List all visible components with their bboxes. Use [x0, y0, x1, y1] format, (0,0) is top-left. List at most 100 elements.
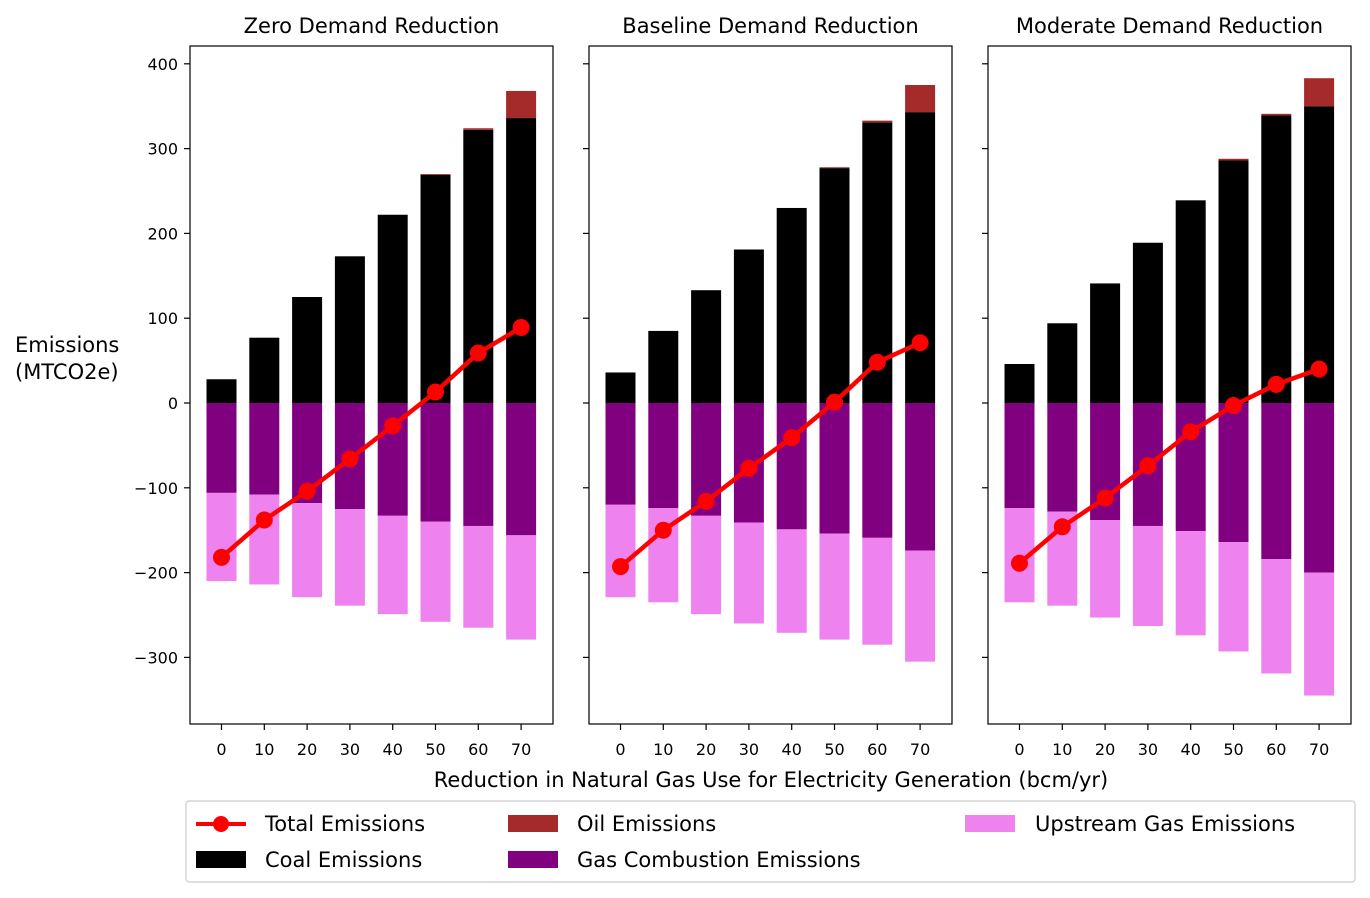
- coal-bar: [691, 290, 722, 403]
- total-emissions-point: [911, 334, 929, 352]
- gas-combustion-bar: [206, 403, 237, 493]
- x-tick-label: 60: [468, 740, 488, 759]
- upstream-gas-bar: [733, 522, 764, 624]
- panel-1: 400 300 200 100 0 −100 −200 −300 0 10 20 30 40 50 60 70…: [134, 14, 554, 759]
- y-tick-label: 0: [168, 394, 178, 413]
- legend-coal-label: Coal Emissions: [265, 848, 422, 872]
- upstream-gas-bar: [1175, 531, 1206, 636]
- coal-bar: [377, 214, 408, 403]
- coal-bar: [292, 297, 323, 403]
- gas-combustion-bar: [1304, 403, 1335, 573]
- total-emissions-point: [341, 450, 359, 468]
- panel-title: Baseline Demand Reduction: [622, 14, 918, 38]
- legend-oil-label: Oil Emissions: [577, 812, 716, 836]
- upstream-gas-bar: [1090, 520, 1121, 618]
- x-tick-label: 30: [340, 740, 360, 759]
- x-tick-label: 40: [1181, 740, 1201, 759]
- upstream-gas-bar: [292, 503, 323, 598]
- gas-combustion-bar: [648, 403, 679, 509]
- legend-oil-swatch: [508, 815, 558, 832]
- gas-combustion-bar: [1004, 403, 1035, 509]
- coal-bar: [420, 174, 451, 403]
- total-emissions-point: [612, 558, 629, 576]
- coal-bar: [819, 168, 850, 403]
- y-axis-label-line2: (MTCO2e): [15, 360, 119, 384]
- coal-bar: [776, 207, 807, 403]
- coal-bar: [648, 330, 679, 403]
- panel-title: Zero Demand Reduction: [244, 14, 500, 38]
- coal-bar: [506, 118, 537, 404]
- legend-gas-swatch: [508, 851, 558, 868]
- coal-bar: [334, 256, 365, 403]
- upstream-gas-bar: [1304, 572, 1335, 696]
- total-emissions-point: [740, 459, 758, 477]
- total-emissions-point: [298, 482, 316, 500]
- legend-frame: [185, 800, 1356, 883]
- upstream-gas-bar: [819, 533, 850, 640]
- total-emissions-point: [654, 521, 672, 539]
- coal-bar: [1047, 323, 1078, 403]
- oil-bar: [819, 167, 850, 169]
- coal-bar: [1090, 283, 1121, 403]
- coal-bar: [1218, 160, 1249, 403]
- y-tick-label: 200: [147, 224, 178, 243]
- coal-bar: [1261, 115, 1292, 403]
- gas-combustion-bar: [605, 403, 636, 505]
- gas-combustion-bar: [506, 403, 537, 536]
- total-emissions-point: [469, 344, 487, 362]
- legend-coal-swatch: [196, 851, 246, 868]
- gas-combustion-bar: [1047, 403, 1078, 512]
- x-axis-label: Reduction in Natural Gas Use for Electri…: [434, 768, 1109, 792]
- x-tick-label: 10: [254, 740, 274, 759]
- coal-bar: [206, 379, 237, 403]
- x-tick-label: 20: [1095, 740, 1115, 759]
- legend-total-marker: [213, 816, 229, 832]
- total-emissions-line: [220, 325, 523, 560]
- total-emissions-point: [1225, 397, 1242, 415]
- upstream-gas-bar: [506, 535, 537, 640]
- gas-combustion-bar: [1175, 403, 1206, 532]
- total-emissions-point: [1096, 489, 1114, 507]
- total-emissions-point: [868, 353, 886, 371]
- y-tick-label: −100: [134, 479, 178, 498]
- x-tick-label: 70: [1309, 740, 1329, 759]
- upstream-gas-bar: [905, 550, 936, 662]
- upstream-gas-bar: [420, 521, 451, 622]
- coal-bar: [1304, 106, 1335, 403]
- coal-bar: [249, 337, 280, 403]
- gas-combustion-bar: [420, 403, 451, 522]
- legend-total-label: Total Emissions: [264, 812, 425, 836]
- upstream-gas-bar: [691, 515, 722, 615]
- total-emissions-point: [213, 548, 230, 566]
- oil-bar: [905, 85, 936, 113]
- x-tick-label: 30: [739, 740, 759, 759]
- coal-bar: [733, 249, 764, 403]
- gas-combustion-bar: [1261, 403, 1292, 560]
- total-emissions-point: [697, 492, 715, 510]
- upstream-gas-bar: [776, 529, 807, 633]
- total-emissions-point: [1182, 423, 1200, 441]
- upstream-gas-bar: [1132, 525, 1163, 627]
- x-tick-label: 60: [1266, 740, 1286, 759]
- total-emissions-point: [255, 511, 273, 529]
- x-tick-label: 50: [1223, 740, 1243, 759]
- coal-bar: [1175, 200, 1206, 403]
- upstream-gas-bar: [334, 509, 365, 606]
- upstream-gas-bar: [1218, 542, 1249, 652]
- upstream-gas-bar: [377, 515, 408, 615]
- x-tick-label: 70: [511, 740, 531, 759]
- x-tick-label: 70: [910, 740, 930, 759]
- legend-upstream-label: Upstream Gas Emissions: [1035, 812, 1295, 836]
- oil-bar: [506, 90, 537, 119]
- oil-bar: [862, 120, 893, 123]
- total-emissions-point: [826, 393, 843, 411]
- x-tick-label: 40: [383, 740, 403, 759]
- x-tick-label: 0: [615, 740, 625, 759]
- gas-combustion-bar: [1218, 403, 1249, 543]
- panel-3: 0 10 20 30 40 50 60 70 Moderate Demand Reduction: [982, 14, 1352, 759]
- y-tick-label: −300: [134, 648, 178, 667]
- y-axis-label-line1: Emissions: [15, 333, 119, 357]
- total-emissions-point: [512, 319, 530, 337]
